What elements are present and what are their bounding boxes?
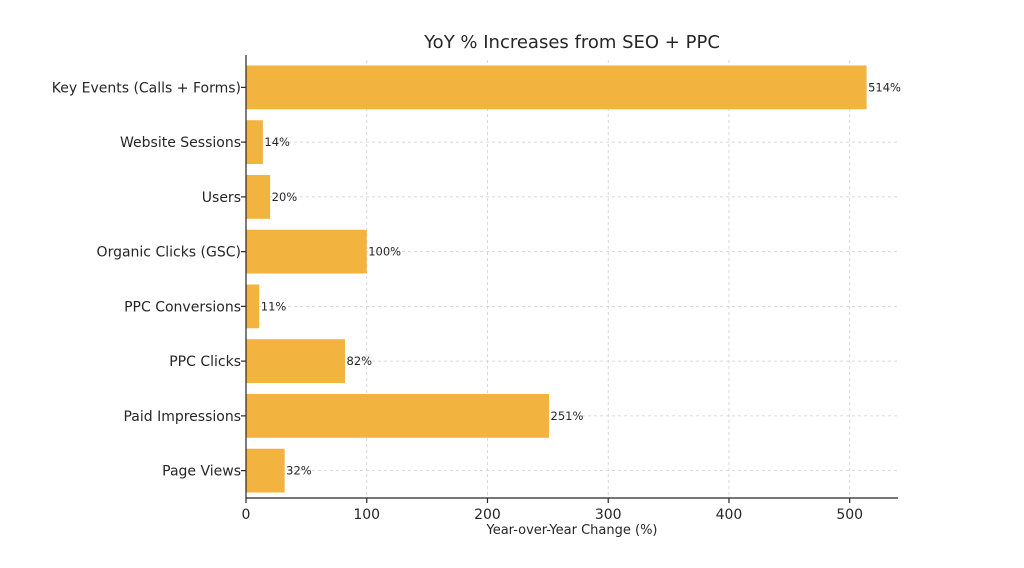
bar-layer bbox=[246, 65, 867, 493]
bar bbox=[246, 284, 260, 329]
data-label: 82% bbox=[347, 354, 373, 368]
category-label: Website Sessions bbox=[120, 135, 241, 151]
data-label: 251% bbox=[551, 409, 584, 423]
category-label: PPC Clicks bbox=[169, 354, 241, 370]
x-axis-label: Year-over-Year Change (%) bbox=[486, 523, 658, 538]
x-tick-label: 100 bbox=[353, 507, 380, 523]
category-label: Key Events (Calls + Forms) bbox=[52, 80, 241, 96]
axis-layer bbox=[241, 55, 898, 503]
data-label: 32% bbox=[286, 464, 312, 478]
bar bbox=[246, 120, 263, 165]
bar bbox=[246, 448, 285, 493]
bar bbox=[246, 229, 367, 274]
x-tick-label: 300 bbox=[595, 507, 622, 523]
x-tick-label: 0 bbox=[242, 507, 251, 523]
data-label: 14% bbox=[264, 135, 290, 149]
data-label: 11% bbox=[261, 299, 287, 313]
bar bbox=[246, 174, 271, 219]
x-tick-label: 400 bbox=[716, 507, 743, 523]
data-label: 514% bbox=[868, 80, 901, 94]
chart-title: YoY % Increases from SEO + PPC bbox=[423, 32, 720, 53]
x-tick-label: 500 bbox=[836, 507, 863, 523]
category-label: PPC Conversions bbox=[124, 299, 241, 315]
label-layer: 0 100 200 300 400 500 Key Events (Calls + Form… bbox=[52, 80, 901, 523]
bar bbox=[246, 65, 867, 110]
category-label: Organic Clicks (GSC) bbox=[97, 245, 241, 261]
data-label: 20% bbox=[272, 190, 298, 204]
x-tick-label: 200 bbox=[474, 507, 501, 523]
bar bbox=[246, 339, 346, 384]
bar bbox=[246, 393, 550, 438]
category-label: Users bbox=[202, 190, 241, 206]
data-label: 100% bbox=[368, 245, 401, 259]
category-label: Paid Impressions bbox=[123, 409, 241, 425]
category-label: Page Views bbox=[162, 464, 241, 480]
